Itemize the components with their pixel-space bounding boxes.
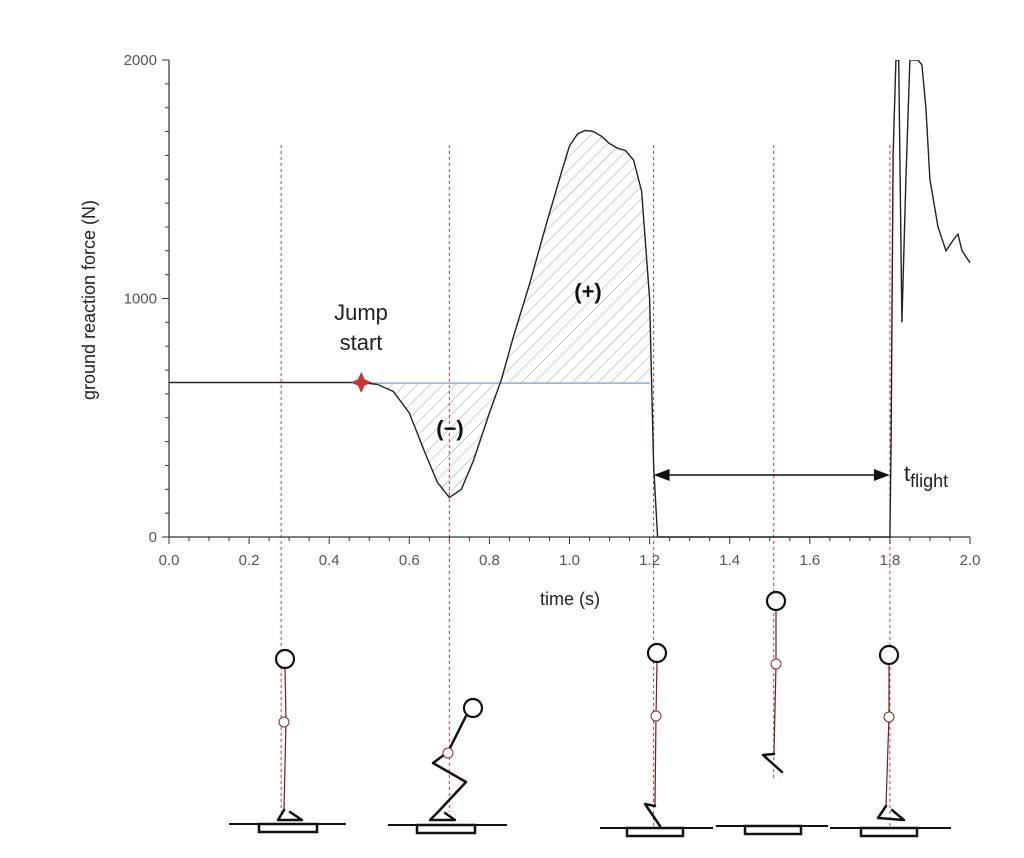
x-tick-label: 0.8 <box>479 552 500 569</box>
x-tick-label: 2.0 <box>960 552 981 569</box>
head-2 <box>462 697 484 719</box>
com-marker-2 <box>442 747 454 759</box>
negative-impulse-label: (−) <box>436 416 464 441</box>
x-tick-label: 1.0 <box>559 552 580 569</box>
body-line-2 <box>431 714 468 814</box>
impulse-areas <box>361 130 650 498</box>
y-axis-label: ground reaction force (N) <box>79 200 99 400</box>
body-line-1 <box>283 667 287 811</box>
stick-figure-landing <box>830 644 951 838</box>
head-5 <box>878 644 900 666</box>
force-plate-5 <box>859 826 919 838</box>
head-4 <box>765 590 787 612</box>
body-line-3 <box>654 661 658 807</box>
force-plate-3 <box>625 826 685 838</box>
force-plate-4 <box>743 824 803 836</box>
x-tick-label: 0.6 <box>399 552 420 569</box>
force-plate-2 <box>415 823 477 835</box>
x-tick-label: 1.2 <box>639 552 660 569</box>
x-tick-label: 0.0 <box>159 552 180 569</box>
com-marker-4 <box>770 658 782 670</box>
y-tick-label: 1000 <box>124 291 157 308</box>
stick-figure-apex <box>716 590 828 836</box>
x-tick-label: 1.4 <box>719 552 740 569</box>
y-tick-label: 2000 <box>124 52 157 69</box>
positive-impulse-area <box>501 130 650 384</box>
x-tick-label: 1.6 <box>799 552 820 569</box>
flight-time-label-sub: flight <box>910 471 948 491</box>
flight-arrow-right-head <box>873 468 890 481</box>
jump-start-label-line1: Jump <box>334 300 388 325</box>
head-1 <box>274 648 296 670</box>
foot-1 <box>276 808 304 822</box>
jump-start-label-line2: start <box>340 330 383 355</box>
foot-5 <box>876 804 906 822</box>
head-3 <box>646 642 668 664</box>
flight-time-label-main: t <box>904 461 910 486</box>
stick-figure-squat <box>388 697 507 835</box>
foot-4 <box>761 752 784 774</box>
stick-figure-standing <box>229 648 346 834</box>
x-ticks: 0.0 0.2 0.4 0.6 0.8 1.0 1.2 1.4 1.6 1.8 2.0 <box>159 537 981 569</box>
force-plate-1 <box>257 822 319 834</box>
y-ticks: 0 1000 2000 <box>124 52 169 546</box>
jump-start-marker <box>350 371 372 394</box>
positive-impulse-label: (+) <box>574 279 602 304</box>
body-line-5 <box>885 664 890 807</box>
flight-arrow-left-head <box>653 468 670 481</box>
y-tick-label: 0 <box>149 529 157 546</box>
com-marker-3 <box>650 710 662 722</box>
negative-impulse-area <box>361 379 502 498</box>
x-tick-label: 0.2 <box>239 552 260 569</box>
x-tick-label: 1.8 <box>879 552 900 569</box>
foot-2 <box>428 810 457 822</box>
com-marker-1 <box>278 716 290 728</box>
body-line-4 <box>773 610 777 755</box>
flight-time-label: tflight <box>904 461 948 491</box>
x-axis-label: time (s) <box>540 589 600 609</box>
foot-3 <box>643 802 662 828</box>
stick-figures <box>229 590 951 838</box>
x-tick-label: 0.4 <box>319 552 340 569</box>
com-marker-5 <box>883 711 895 723</box>
stick-figure-takeoff <box>600 642 713 838</box>
force-curve <box>169 60 971 538</box>
